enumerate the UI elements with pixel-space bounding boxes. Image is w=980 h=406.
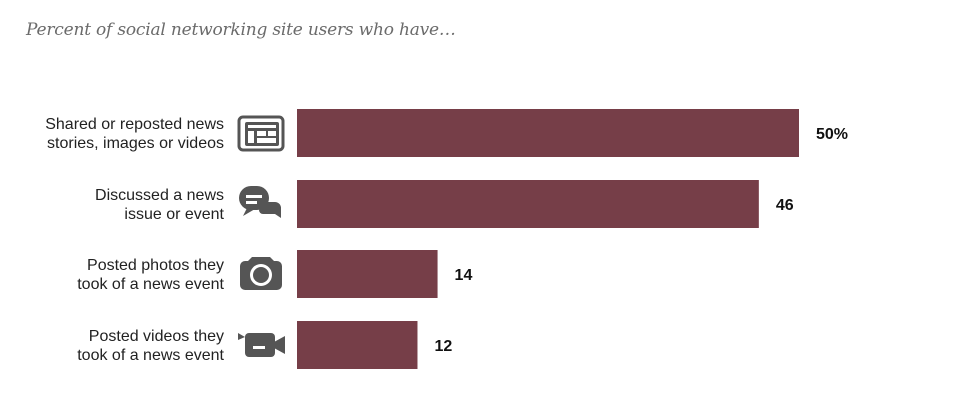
bar	[297, 321, 418, 369]
category-label: Shared or reposted news stories, images o…	[45, 116, 224, 152]
category-label-line: Posted videos they	[89, 328, 224, 345]
category-label: Posted photos they took of a news event	[77, 257, 224, 293]
category-label-line: Posted photos they	[87, 257, 224, 274]
category-label-line: took of a news event	[77, 276, 224, 293]
category-label-line: stories, images or videos	[47, 135, 224, 152]
chart-row: Posted photos they took of a news event 14	[77, 250, 472, 298]
category-label-line: issue or event	[124, 206, 224, 223]
value-label: 12	[434, 338, 452, 355]
video-camera-icon	[238, 333, 285, 357]
chart-row: Shared or reposted news stories, images o…	[45, 109, 848, 157]
category-label: Discussed a news issue or event	[95, 187, 225, 223]
bar	[297, 180, 759, 228]
speech-bubbles-icon	[239, 186, 281, 218]
newspaper-icon	[237, 115, 285, 152]
value-label: 14	[455, 267, 473, 284]
category-label-line: took of a news event	[77, 347, 224, 364]
camera-icon	[240, 257, 282, 290]
category-label-line: Discussed a news	[95, 187, 224, 204]
category-label: Posted videos they took of a news event	[77, 328, 224, 364]
category-label-line: Shared or reposted news	[45, 116, 224, 133]
value-label: 46	[776, 197, 794, 214]
chart-row: Discussed a news issue or event 46	[95, 180, 794, 228]
chart-subtitle: Percent of social networking site users …	[26, 20, 456, 40]
chart-row: Posted videos they took of a news event 12	[77, 321, 452, 369]
chart-rows: Shared or reposted news stories, images o…	[45, 109, 848, 369]
bar	[297, 250, 438, 298]
bar	[297, 109, 799, 157]
value-label: 50%	[816, 126, 848, 143]
